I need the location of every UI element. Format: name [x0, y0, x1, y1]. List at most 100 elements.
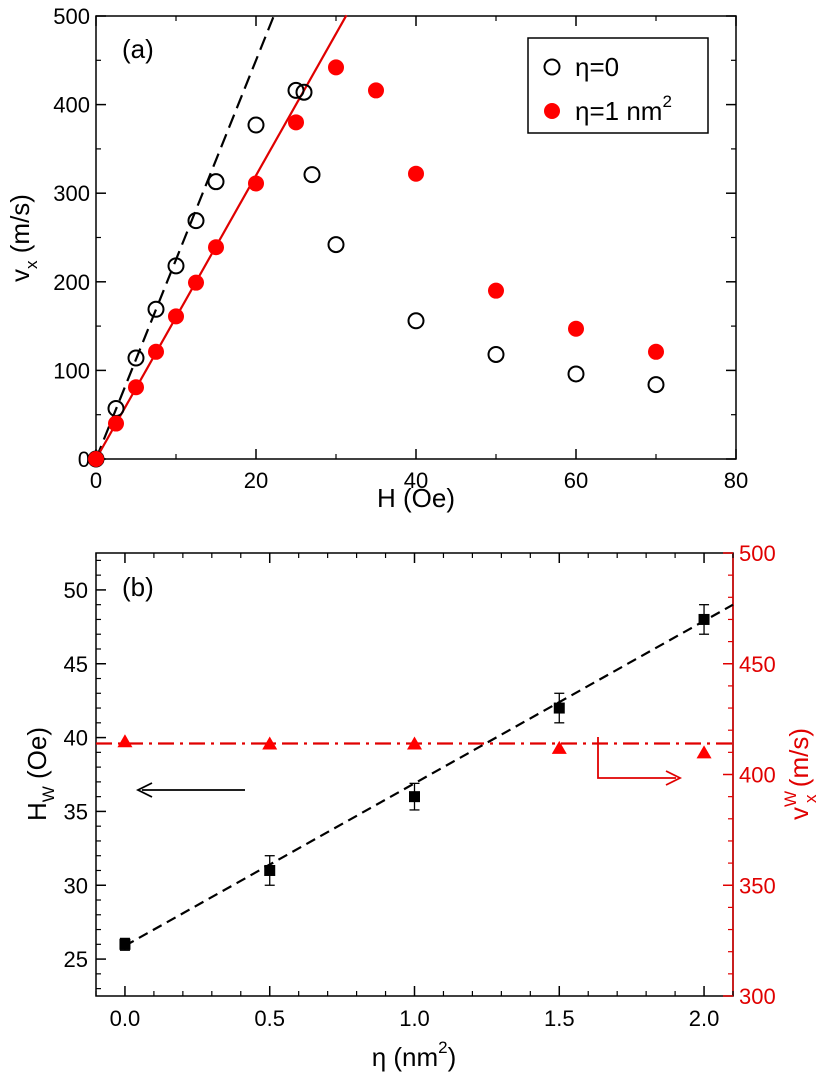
panel-a-ticks: 0 20 40 60 80 0 100 200 300 400 500 — [53, 4, 748, 493]
panel-b-points — [117, 604, 712, 951]
legend-marker-eta1 — [544, 103, 560, 119]
a-point-eta0 — [207, 173, 225, 191]
panel-b-ylabel-right-sub: x — [801, 794, 820, 803]
panel-b-ylabel-left-main: H — [22, 802, 52, 821]
b-fit-line-hw — [124, 603, 734, 947]
a-point-eta1 — [288, 114, 304, 131]
b-xtick-label: 0.0 — [110, 1006, 141, 1031]
a-point-eta0 — [327, 236, 345, 254]
a-point-eta1 — [368, 82, 384, 99]
b-ytick-left-label: 50 — [64, 578, 88, 603]
legend-label-eta1: η=1 nm2 — [575, 92, 672, 126]
a-point-eta1 — [88, 451, 104, 467]
b-ytick-right-label: 400 — [739, 763, 776, 788]
a-point-eta1 — [148, 343, 164, 360]
a-point-eta1 — [168, 308, 184, 325]
b-point-hw — [409, 791, 420, 803]
b-ytick-left-label: 30 — [64, 873, 88, 898]
panel-b-xlabel-main: η (nm — [372, 1042, 438, 1072]
b-xtick-label: 2.0 — [689, 1006, 720, 1031]
panel-b-label: (b) — [122, 572, 154, 602]
a-point-eta1 — [648, 343, 664, 360]
panel-b-ylabel-right-unit: (m/s) — [784, 728, 814, 794]
panel-a-ylabel-sub: x — [22, 260, 41, 269]
a-point-eta1 — [128, 379, 144, 396]
legend-marker-eta0 — [543, 58, 561, 76]
b-point-vw — [696, 745, 712, 759]
a-xtick-label: 80 — [724, 468, 748, 493]
panel-a-points — [87, 59, 665, 468]
a-xtick-label: 0 — [90, 468, 102, 493]
panel-b-ylabel-right-sup: W — [781, 791, 800, 807]
legend: η=0 η=1 nm2 — [527, 37, 709, 134]
a-point-eta0 — [407, 312, 425, 330]
panel-a-xlabel: H (Oe) — [377, 483, 455, 513]
a-ytick-label: 400 — [53, 93, 90, 118]
panel-b-fit-lines — [96, 603, 734, 947]
a-point-eta1 — [248, 175, 264, 192]
panel-a-label: (a) — [122, 34, 154, 64]
legend-label-eta0: η=0 — [575, 52, 619, 82]
b-ytick-right-label: 500 — [739, 541, 776, 566]
a-xtick-label: 40 — [404, 468, 428, 493]
b-point-vw — [407, 736, 422, 750]
b-xtick-label: 1.5 — [544, 1006, 575, 1031]
left-axis-arrow — [135, 782, 245, 798]
right-axis-arrow — [597, 737, 683, 786]
b-ytick-right-label: 450 — [739, 652, 776, 677]
a-point-eta1 — [188, 274, 204, 291]
panel-b-xlabel: η (nm2) — [372, 1038, 457, 1072]
legend-box — [527, 37, 709, 134]
a-xtick-label: 20 — [244, 468, 268, 493]
a-point-eta1 — [488, 282, 504, 299]
b-point-hw — [553, 702, 565, 714]
panel-b-ticks: 0.0 0.5 1.0 1.5 2.0 25 30 35 40 45 50 300 350 400 450 5… — [64, 541, 776, 1031]
a-point-eta0 — [647, 376, 665, 394]
a-point-eta0 — [287, 81, 305, 99]
a-point-eta1 — [568, 320, 584, 337]
a-fit-line-eta0 — [94, 14, 276, 460]
b-point-hw — [119, 938, 131, 950]
panel-b-ylabel-right: vWx (m/s) — [781, 728, 820, 820]
a-point-eta0 — [187, 212, 205, 230]
b-ytick-right-label: 300 — [739, 984, 776, 1009]
legend-label-eta1-sup: 2 — [662, 92, 671, 111]
a-point-eta1 — [408, 165, 424, 182]
b-ytick-left-label: 45 — [64, 652, 88, 677]
b-xtick-label: 1.0 — [399, 1006, 430, 1031]
b-ytick-left-label: 35 — [64, 799, 88, 824]
panel-b-ylabel-left-unit: (Oe) — [22, 727, 52, 786]
b-ytick-right-label: 350 — [739, 873, 776, 898]
legend-label-eta1-text: η=1 nm — [575, 96, 662, 126]
a-ytick-label: 100 — [53, 358, 90, 383]
a-point-eta1 — [208, 239, 224, 256]
panel-b: 0.0 0.5 1.0 1.5 2.0 25 30 35 40 45 50 300 350 400 450 5… — [22, 541, 820, 1072]
b-point-vw — [117, 734, 133, 748]
a-point-eta0 — [247, 116, 265, 134]
b-xtick-label: 0.5 — [254, 1006, 285, 1031]
b-point-hw — [264, 864, 276, 876]
panel-a-ylabel-unit: (m/s) — [5, 194, 35, 260]
b-point-vw — [262, 736, 278, 750]
panel-b-xlabel-end: ) — [448, 1042, 457, 1072]
b-point-vw — [551, 740, 567, 754]
a-point-eta1 — [328, 59, 344, 76]
panel-a-ylabel: vx (m/s) — [5, 194, 41, 282]
panel-b-ylabel-left: HW (Oe) — [22, 727, 58, 821]
a-point-eta0 — [487, 345, 505, 363]
a-ytick-label: 300 — [53, 181, 90, 206]
a-point-eta0 — [167, 257, 185, 275]
a-ytick-label: 0 — [78, 447, 90, 472]
b-ytick-left-label: 25 — [64, 947, 88, 972]
panel-a-ylabel-main: v — [5, 269, 35, 282]
a-point-eta0 — [127, 349, 145, 367]
a-point-eta1 — [108, 415, 124, 432]
panel-b-xlabel-sup: 2 — [438, 1038, 447, 1057]
panel-b-ylabel-right-main: v — [784, 807, 814, 820]
panel-a: 0 20 40 60 80 0 100 200 300 400 500 (a) η=0 η=1 nm… — [5, 4, 748, 513]
panel-b-ylabel-left-sub: W — [39, 786, 58, 802]
a-point-eta0 — [147, 300, 165, 318]
a-point-eta0 — [567, 365, 585, 383]
a-point-eta0 — [295, 83, 313, 101]
